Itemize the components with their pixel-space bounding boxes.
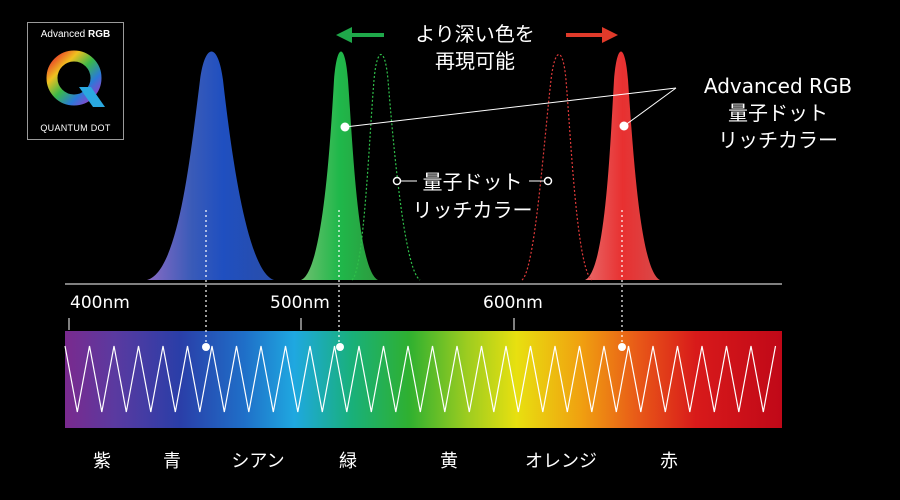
advanced-line2: 量子ドット	[728, 101, 828, 125]
advanced-rgb-logo: Advanced RGB QUANTUM DOT	[27, 22, 124, 140]
spectrum-bar	[65, 331, 782, 428]
color-label-green: 緑	[339, 451, 357, 472]
red-peak-dot	[619, 121, 629, 131]
green-peak	[301, 51, 378, 280]
advanced-leaders	[344, 87, 677, 128]
right-arrow-icon	[566, 27, 618, 43]
deeper-colors-line1: より深い色を	[415, 22, 535, 46]
logo-brand-prefix: Advanced	[40, 29, 86, 40]
deeper-colors-note: より深い色を 再現可能	[395, 21, 555, 75]
tick-label-400: 400nm	[70, 293, 130, 313]
logo-brand: Advanced RGB	[28, 29, 123, 40]
color-label-cyan: シアン	[231, 451, 285, 472]
logo-tagline: QUANTUM DOT	[40, 123, 111, 133]
spectrum-dots	[202, 343, 626, 351]
qd-note: 量子ドット リッチカラー	[405, 168, 540, 224]
tick-label-600: 600nm	[483, 293, 543, 313]
tick-label-500: 500nm	[270, 293, 330, 313]
q-logo-icon	[46, 50, 105, 107]
red-dotted-peak	[521, 54, 593, 281]
green-dotted-peak	[351, 54, 421, 281]
red-peak	[585, 51, 660, 280]
qd-line1: 量子ドット	[422, 170, 523, 194]
left-arrow-icon	[336, 27, 384, 43]
color-label-orange: オレンジ	[525, 451, 597, 472]
logo-brand-suffix: RGB	[88, 29, 111, 40]
green-peak-dot	[340, 122, 350, 132]
color-label-red: 赤	[660, 451, 678, 472]
advanced-line1: Advanced RGB	[703, 74, 853, 98]
advanced-line3: リッチカラー	[718, 128, 838, 152]
qd-line2: リッチカラー	[412, 198, 533, 222]
color-label-yellow: 黄	[440, 451, 458, 472]
blue-peak	[147, 51, 274, 280]
qd-right-dot	[543, 176, 553, 186]
wave-line	[64, 345, 777, 413]
wavelength-ticks	[68, 318, 515, 330]
advanced-rgb-note: Advanced RGB 量子ドット リッチカラー	[688, 73, 868, 154]
qd-left-dot	[392, 176, 402, 186]
color-label-violet: 紫	[93, 451, 111, 472]
color-label-blue: 青	[163, 451, 181, 472]
deeper-colors-line2: 再現可能	[435, 49, 515, 73]
